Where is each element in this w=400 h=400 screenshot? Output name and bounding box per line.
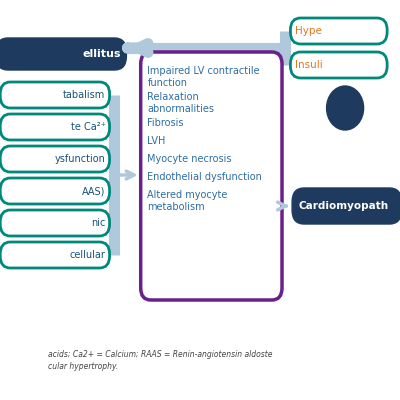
FancyBboxPatch shape xyxy=(0,210,110,236)
Text: Relaxation
abnormalities: Relaxation abnormalities xyxy=(148,92,214,114)
Text: ellitus: ellitus xyxy=(83,49,121,59)
Text: cellular: cellular xyxy=(70,250,105,260)
FancyBboxPatch shape xyxy=(290,18,387,44)
Text: acids; Ca2+ = Calcium; RAAS = Renin-angiotensin aldoste: acids; Ca2+ = Calcium; RAAS = Renin-angi… xyxy=(48,350,273,359)
Text: nic: nic xyxy=(91,218,105,228)
Text: tabalism: tabalism xyxy=(63,90,105,100)
Text: te Ca²⁺: te Ca²⁺ xyxy=(70,122,105,132)
Text: Impaired LV contractile
function: Impaired LV contractile function xyxy=(148,66,260,88)
Text: Altered myocyte
metabolism: Altered myocyte metabolism xyxy=(148,190,228,212)
Text: Fibrosis: Fibrosis xyxy=(148,118,184,128)
FancyBboxPatch shape xyxy=(0,38,126,70)
FancyBboxPatch shape xyxy=(0,178,110,204)
Text: ysfunction: ysfunction xyxy=(54,154,105,164)
Text: Hype: Hype xyxy=(296,26,322,36)
FancyBboxPatch shape xyxy=(0,114,110,140)
Text: Cardiomyopath: Cardiomyopath xyxy=(299,201,389,211)
FancyBboxPatch shape xyxy=(292,188,400,224)
FancyBboxPatch shape xyxy=(290,52,387,78)
Text: LVH: LVH xyxy=(148,136,166,146)
Text: Insuli: Insuli xyxy=(296,60,323,70)
Text: cular hypertrophy.: cular hypertrophy. xyxy=(48,362,118,371)
FancyBboxPatch shape xyxy=(0,82,110,108)
Text: AAS): AAS) xyxy=(82,186,105,196)
FancyBboxPatch shape xyxy=(0,146,110,172)
Text: Endothelial dysfunction: Endothelial dysfunction xyxy=(148,172,262,182)
FancyBboxPatch shape xyxy=(0,242,110,268)
Circle shape xyxy=(326,86,364,130)
Text: Myocyte necrosis: Myocyte necrosis xyxy=(148,154,232,164)
FancyBboxPatch shape xyxy=(141,52,282,300)
